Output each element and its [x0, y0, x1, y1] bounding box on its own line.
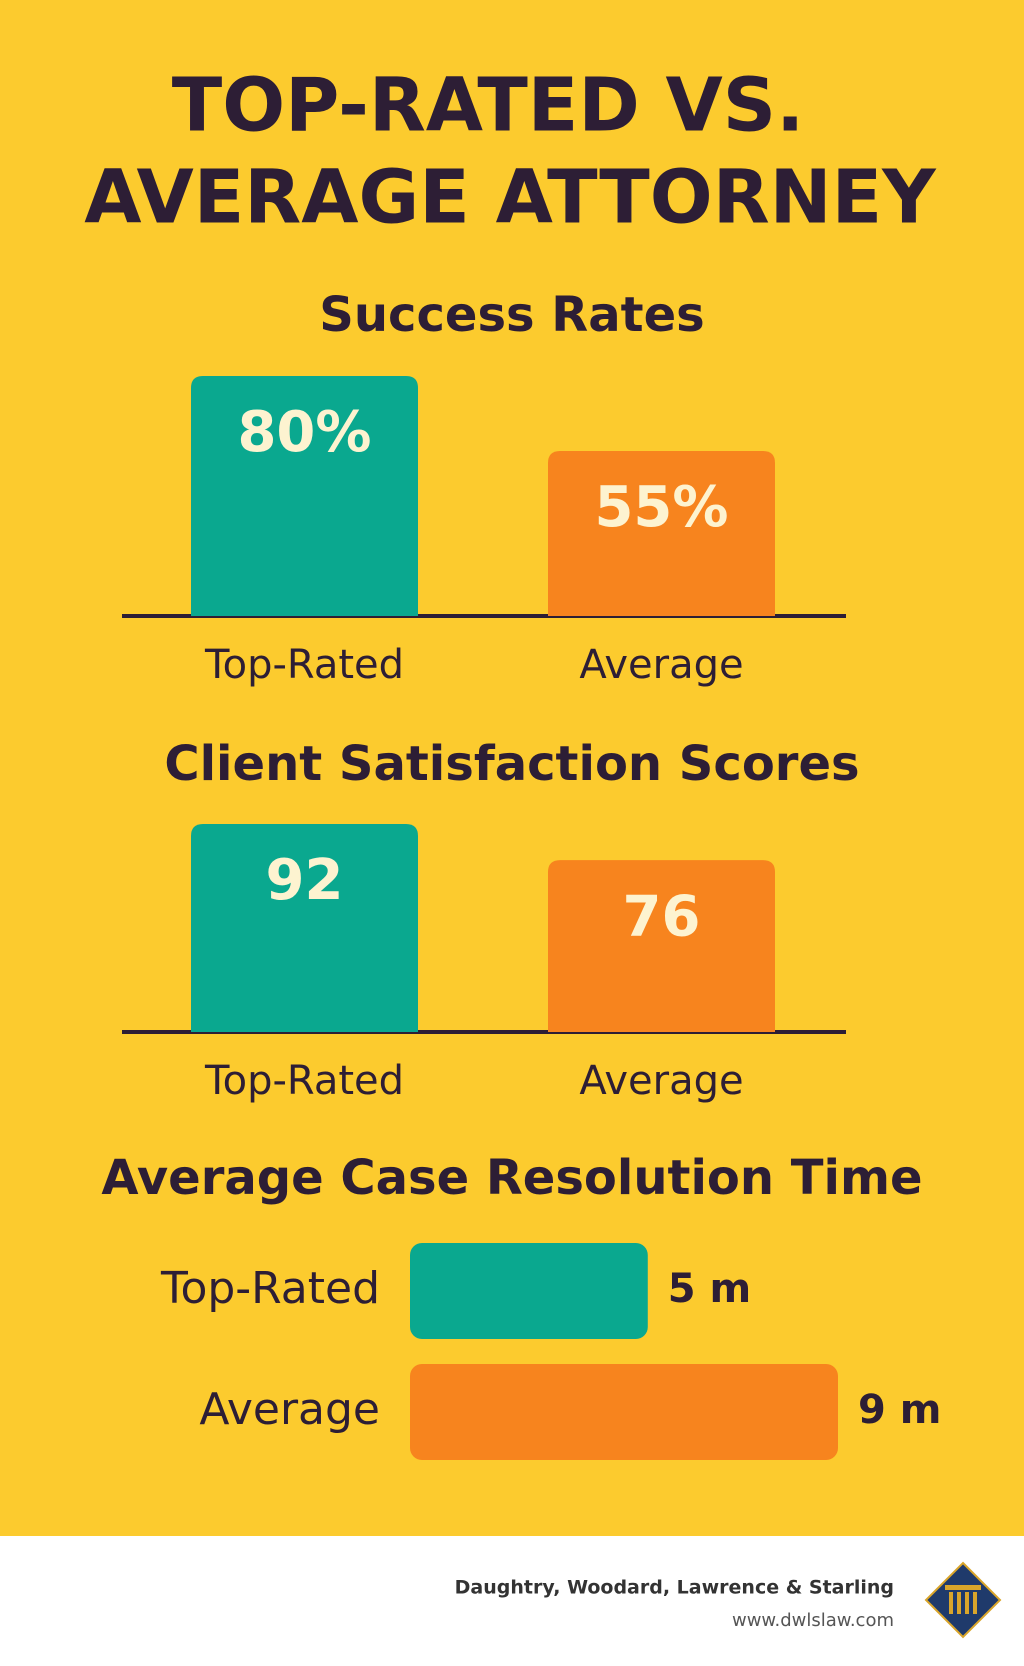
value-label: 76	[623, 884, 701, 949]
category-label: Average	[579, 642, 743, 688]
bar	[191, 376, 418, 616]
bar	[548, 860, 775, 1032]
category-label: Average	[199, 1384, 380, 1435]
category-label: Top-Rated	[160, 1263, 380, 1314]
value-label: 80%	[237, 400, 371, 465]
bar	[548, 451, 775, 616]
logo-lintel	[945, 1585, 981, 1590]
logo-column	[957, 1592, 961, 1614]
firm-url: www.dwlslaw.com	[732, 1610, 894, 1631]
bar	[410, 1243, 648, 1339]
value-label: 55%	[594, 475, 728, 540]
title-line: TOP-RATED VS.	[172, 63, 804, 149]
title-line: AVERAGE ATTORNEY	[84, 155, 937, 241]
firm-name: Daughtry, Woodard, Lawrence & Starling	[455, 1577, 894, 1599]
bar	[410, 1364, 838, 1460]
chart-title: Client Satisfaction Scores	[164, 736, 859, 792]
category-label: Top-Rated	[204, 1058, 404, 1104]
chart-title: Average Case Resolution Time	[101, 1150, 922, 1206]
category-label: Top-Rated	[204, 642, 404, 688]
footer-band	[0, 1536, 1024, 1666]
value-label: 9 m	[858, 1387, 941, 1433]
logo	[924, 1561, 1002, 1639]
logo-diamond	[924, 1561, 1002, 1639]
logo-column	[965, 1592, 969, 1614]
bar	[191, 824, 418, 1032]
chart-title: Success Rates	[319, 287, 704, 343]
logo-column	[949, 1592, 953, 1614]
logo-column	[973, 1592, 977, 1614]
value-label: 92	[266, 848, 344, 913]
category-label: Average	[579, 1058, 743, 1104]
value-label: 5 m	[668, 1266, 751, 1312]
